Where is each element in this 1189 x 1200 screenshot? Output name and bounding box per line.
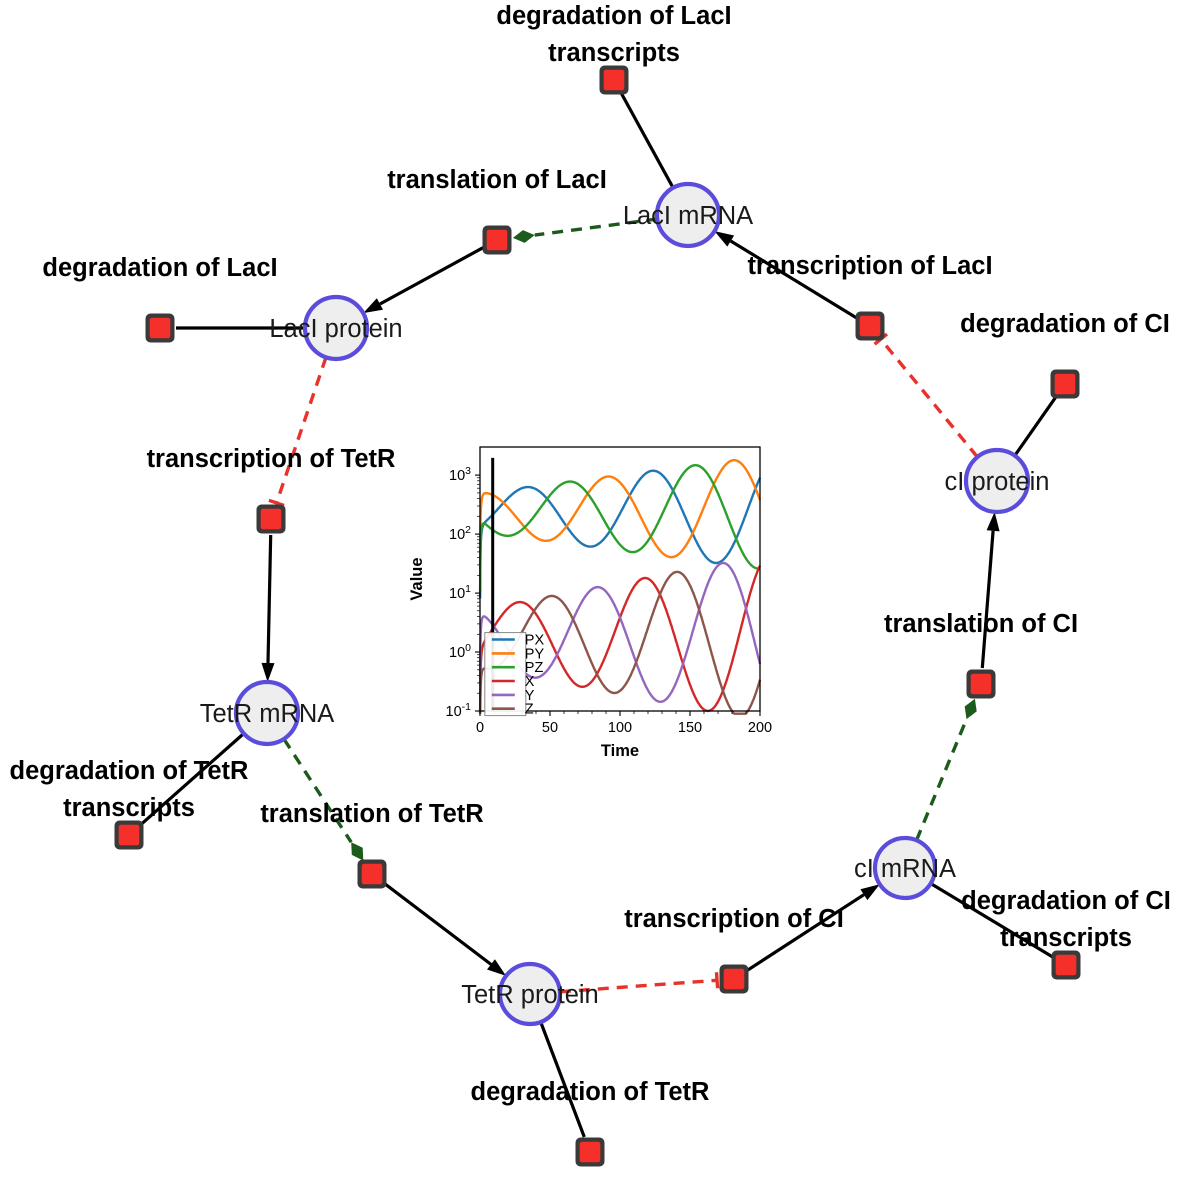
svg-text:degradation of TetR: degradation of TetR <box>10 757 249 785</box>
svg-text:50: 50 <box>542 720 558 736</box>
svg-text:transcription of TetR: transcription of TetR <box>147 445 396 473</box>
svg-text:translation of CI: translation of CI <box>884 610 1078 638</box>
svg-text:degradation of LacI: degradation of LacI <box>42 254 277 282</box>
svg-text:TetR protein: TetR protein <box>461 981 599 1009</box>
svg-text:100: 100 <box>608 720 632 736</box>
svg-text:degradation of CI: degradation of CI <box>960 310 1170 338</box>
svg-text:0: 0 <box>476 720 484 736</box>
svg-text:transcripts: transcripts <box>63 794 195 822</box>
svg-text:degradation of LacI: degradation of LacI <box>496 2 731 30</box>
svg-text:Time: Time <box>601 742 639 760</box>
svg-text:transcripts: transcripts <box>1000 924 1132 952</box>
svg-text:translation of LacI: translation of LacI <box>387 166 607 194</box>
svg-text:LacI protein: LacI protein <box>269 315 402 343</box>
svg-text:transcription of CI: transcription of CI <box>624 905 844 933</box>
svg-text:200: 200 <box>748 720 772 736</box>
svg-text:transcripts: transcripts <box>548 39 680 67</box>
svg-text:TetR mRNA: TetR mRNA <box>200 700 335 728</box>
svg-text:degradation of CI: degradation of CI <box>961 887 1171 915</box>
svg-text:Z: Z <box>525 702 534 718</box>
svg-text:150: 150 <box>678 720 702 736</box>
svg-text:cI protein: cI protein <box>945 468 1050 496</box>
svg-text:transcription of LacI: transcription of LacI <box>747 252 992 280</box>
svg-text:LacI mRNA: LacI mRNA <box>623 202 753 230</box>
svg-text:cI mRNA: cI mRNA <box>854 855 956 883</box>
svg-text:Value: Value <box>408 557 426 600</box>
svg-text:translation of TetR: translation of TetR <box>260 800 483 828</box>
svg-text:degradation of TetR: degradation of TetR <box>471 1078 710 1106</box>
